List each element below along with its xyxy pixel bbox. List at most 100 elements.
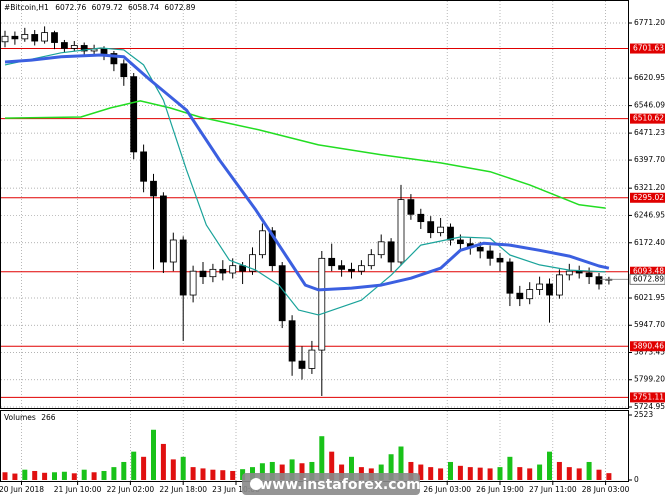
- volume-label: Volumes: [4, 413, 36, 422]
- volume-bar: [81, 469, 87, 480]
- candle-body: [308, 349, 316, 369]
- watermark-box: [242, 473, 420, 495]
- volume-bar: [220, 470, 226, 480]
- x-tick-label: 26 Jun 03:00: [423, 485, 471, 494]
- candle-body: [229, 265, 237, 274]
- volume-bar: [309, 461, 315, 480]
- candle-body: [377, 241, 385, 256]
- volume-bar: [388, 454, 394, 480]
- y-tick-label: 6172.40: [634, 238, 665, 247]
- level-label-box: [630, 43, 665, 54]
- volume-bar: [448, 461, 453, 480]
- candle-body: [268, 230, 276, 267]
- candle-body: [526, 289, 534, 300]
- y-tick-label: 5873.45: [634, 347, 665, 356]
- volume-bar: [2, 472, 8, 480]
- volume-bar: [101, 470, 107, 480]
- level-label-box: [630, 113, 665, 124]
- volume-bar: [170, 459, 176, 480]
- level-label: 5751.11: [633, 392, 664, 401]
- volume-bar: [111, 467, 117, 480]
- candle-body: [100, 48, 108, 54]
- current-price-label: 6072.89: [633, 274, 664, 283]
- header-text: #Bitcoin,H1 6072.76 6079.72 6058.74 6072…: [4, 3, 196, 12]
- y-tick-label: 5724.95: [634, 402, 665, 411]
- volume-bar: [527, 468, 533, 480]
- candle-body: [51, 32, 58, 43]
- y-tick-label: 6397.70: [634, 155, 665, 164]
- x-tick-label: 27 Jun 11:00: [529, 485, 577, 494]
- level-label-box: [630, 192, 665, 203]
- level-label: 6701.63: [633, 44, 664, 53]
- line-series: [4, 53, 610, 292]
- candle-body: [219, 268, 227, 274]
- volume-bar: [418, 464, 424, 480]
- header: #Bitcoin,H1 6072.76 6079.72 6058.74 6072…: [4, 3, 196, 422]
- candle-body: [506, 261, 514, 294]
- candle-body: [437, 226, 445, 234]
- volume-bar: [91, 472, 97, 480]
- price-panel: [0, 0, 629, 409]
- candle-body: [21, 34, 29, 40]
- volume-bar: [71, 473, 77, 480]
- candle-body: [169, 239, 177, 263]
- volume-bar: [200, 468, 206, 480]
- level-label: 6510.62: [633, 114, 664, 123]
- candle-body: [70, 45, 78, 49]
- volume-bar: [457, 465, 463, 480]
- candle-body: [1, 35, 9, 43]
- candle-body: [150, 180, 157, 197]
- y-tick-label: 6021.95: [634, 293, 665, 302]
- candle-body: [209, 268, 217, 278]
- candle-body: [496, 257, 504, 263]
- high-value: 6079.72: [92, 3, 123, 12]
- y-tick-label: 6620.95: [634, 73, 665, 82]
- candle-body: [298, 360, 306, 369]
- candle-body: [199, 270, 207, 278]
- candle-body: [387, 241, 395, 263]
- candle-body: [189, 270, 197, 296]
- volume-bar: [210, 469, 216, 480]
- volume-bar: [121, 461, 127, 480]
- candle-body: [61, 42, 68, 49]
- volume-bar: [289, 459, 295, 480]
- level-label-box: [630, 392, 665, 403]
- level-label-box: [630, 341, 665, 352]
- candle-body: [31, 34, 39, 42]
- volume-bar: [477, 467, 483, 480]
- candle-body: [476, 246, 484, 252]
- volume-bar: [190, 467, 196, 480]
- volume-current: 266: [41, 413, 56, 422]
- candle-body: [338, 265, 346, 270]
- x-tick-label: 26 Jun 19:00: [476, 485, 524, 494]
- volume-bar: [438, 468, 444, 480]
- candle-body: [595, 276, 603, 285]
- watermark-text: www.instaforex.com: [259, 477, 420, 493]
- volume-bar: [349, 456, 354, 480]
- candle-body: [11, 35, 19, 40]
- volume-bar: [507, 456, 513, 480]
- level-label-box: [630, 266, 665, 277]
- candle-body: [140, 151, 148, 182]
- volume-bar: [378, 464, 384, 480]
- candle-body: [486, 250, 494, 259]
- candle-body: [417, 213, 425, 223]
- volume-bar: [141, 456, 147, 480]
- candle-body: [288, 320, 296, 362]
- candle-body: [546, 283, 553, 296]
- volume-bar: [42, 472, 48, 480]
- line-series: [4, 100, 606, 209]
- y2-tick-label: 0: [634, 475, 639, 484]
- x-tick-label: 22 Jun 18:00: [159, 485, 207, 494]
- candle-body: [110, 53, 118, 65]
- candle-body: [278, 265, 286, 322]
- x-tick-label: 28 Jun 03:00: [582, 485, 630, 494]
- candle-body: [447, 226, 454, 241]
- volume-bar: [556, 461, 562, 480]
- y-tick-label: 6771.20: [634, 18, 665, 27]
- volume-bar: [61, 471, 67, 480]
- candle-body: [318, 257, 326, 351]
- volume-header: Volumes 266: [4, 413, 56, 422]
